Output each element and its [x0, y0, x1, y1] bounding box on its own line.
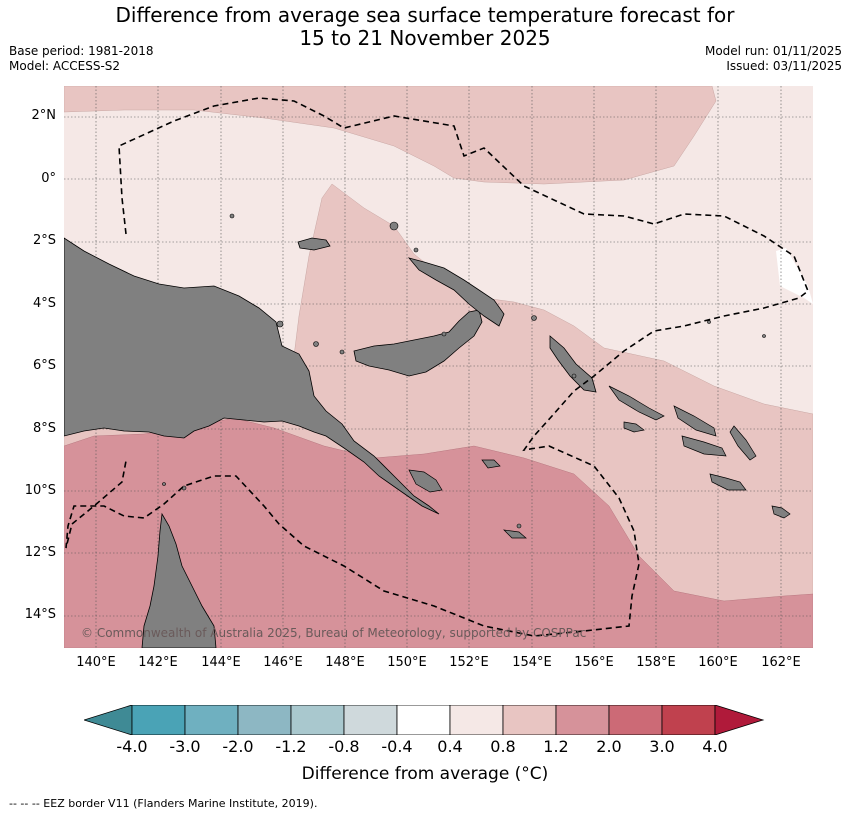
band-north-0-8-1-2	[64, 86, 717, 185]
land-new-britain	[353, 309, 483, 377]
lon-label-144e: 144°E	[201, 655, 241, 670]
colorbar	[84, 705, 765, 735]
land-santa-isabel	[673, 405, 717, 437]
lat-label-0: 0°	[41, 171, 56, 186]
cbar-segment	[343, 705, 398, 735]
title-line-1: Difference from average sea surface temp…	[115, 3, 735, 27]
land-malaita	[729, 425, 757, 461]
lon-label-152e: 152°E	[449, 655, 489, 670]
title-line-2: 15 to 21 November 2025	[299, 26, 551, 50]
map-title: Difference from average sea surface temp…	[0, 4, 850, 50]
cbar-label: 0.4	[437, 737, 463, 756]
cbar-segment	[502, 705, 557, 735]
lat-label-14s: 14°S	[24, 607, 56, 622]
lon-label-148e: 148°E	[325, 655, 365, 670]
issued-date: Issued: 03/11/2025	[726, 59, 842, 73]
cbar-label: 4.0	[702, 737, 728, 756]
cbar-segment	[184, 705, 239, 735]
lat-label-12s: 12°S	[24, 545, 56, 560]
cbar-label: -4.0	[116, 737, 148, 756]
land-cape-york	[141, 512, 217, 648]
cbar-label: 3.0	[649, 737, 675, 756]
lon-label-160e: 160°E	[698, 655, 738, 670]
lon-label-146e: 146°E	[263, 655, 303, 670]
lat-label-6s: 6°S	[32, 358, 56, 373]
model-name: Model: ACCESS-S2	[9, 59, 121, 73]
cbar-label: 0.8	[490, 737, 516, 756]
cbar-segment	[555, 705, 610, 735]
cbar-segment	[131, 705, 186, 735]
land-new-guinea	[64, 237, 440, 515]
cbar-segment	[449, 705, 504, 735]
copyright-text: © Commonwealth of Australia 2025, Bureau…	[81, 626, 586, 640]
lon-label-154e: 154°E	[512, 655, 552, 670]
cbar-label: -0.8	[328, 737, 360, 756]
cbar-label: -0.4	[381, 737, 413, 756]
lon-label-162e: 162°E	[761, 655, 801, 670]
cbar-label: -3.0	[169, 737, 201, 756]
lat-label-8s: 8°S	[32, 421, 56, 436]
cbar-extend-low	[84, 705, 133, 735]
land-rossel	[503, 529, 527, 539]
lon-label-140e: 140°E	[76, 655, 116, 670]
cbar-label: 1.2	[543, 737, 569, 756]
land-makira	[709, 473, 747, 491]
cbar-segment	[661, 705, 716, 735]
lat-label-10s: 10°S	[24, 483, 56, 498]
cbar-extend-high	[714, 705, 765, 735]
land-choiseul	[608, 385, 665, 421]
cbar-segment	[608, 705, 663, 735]
lon-label-150e: 150°E	[387, 655, 427, 670]
eez-footnote: -- -- -- EEZ border V11 (Flanders Marine…	[9, 797, 318, 810]
land-new-georgia	[623, 421, 645, 433]
base-period: Base period: 1981-2018	[9, 44, 154, 58]
meta-right: Model run: 01/11/2025 Issued: 03/11/2025	[705, 44, 842, 74]
model-run: Model run: 01/11/2025	[704, 44, 842, 58]
lon-label-142e: 142°E	[138, 655, 178, 670]
cbar-segment	[237, 705, 292, 735]
land-vanuatu-north	[771, 505, 791, 519]
cbar-label: -2.0	[222, 737, 254, 756]
land-woodlark	[481, 459, 501, 469]
lon-label-158e: 158°E	[636, 655, 676, 670]
land-new-ireland	[407, 257, 505, 327]
lat-label-2s: 2°S	[32, 233, 56, 248]
cbar-label: -1.2	[275, 737, 307, 756]
eez-border	[65, 97, 809, 637]
cbar-segment	[396, 705, 451, 735]
cbar-segment	[290, 705, 345, 735]
lat-label-2n: 2°N	[31, 108, 57, 123]
band-white-wedge	[776, 248, 813, 304]
colorbar-title: Difference from average (°C)	[301, 764, 549, 784]
sst-map: © Commonwealth of Australia 2025, Bureau…	[64, 86, 813, 648]
land-bougainville	[549, 335, 597, 393]
lat-label-4s: 4°S	[32, 296, 56, 311]
land-dentrecasteaux	[408, 469, 443, 493]
lon-label-156e: 156°E	[574, 655, 614, 670]
land-manus	[297, 237, 331, 251]
land-guadalcanal	[681, 435, 727, 457]
meta-left: Base period: 1981-2018 Model: ACCESS-S2	[9, 44, 154, 74]
cbar-label: 2.0	[596, 737, 622, 756]
